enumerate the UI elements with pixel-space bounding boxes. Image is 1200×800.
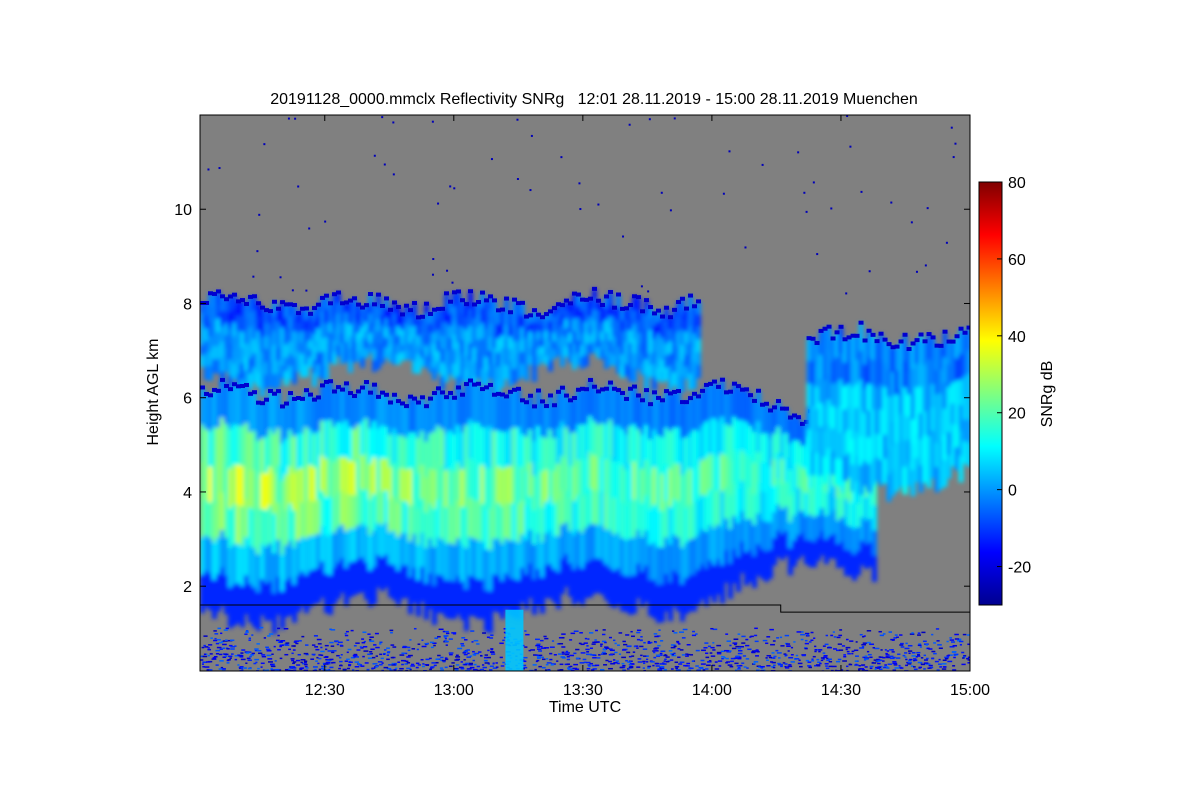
x-axis-label: Time UTC	[549, 699, 621, 716]
colorbar-tick-label: -20	[1008, 560, 1031, 577]
colorbar-tick-label: 40	[1008, 329, 1026, 346]
plot-frame	[199, 114, 971, 672]
y-tick-label: 6	[183, 391, 192, 408]
right-cloud-layer	[806, 320, 970, 502]
x-tick-label: 14:30	[821, 682, 861, 699]
colorbar-label: SNRg dB	[1039, 361, 1056, 428]
reflectivity-field	[200, 115, 970, 671]
y-tick-label: 8	[183, 296, 192, 313]
colorbar-ticks: -20 0 20 40 60 80	[997, 175, 1031, 577]
colorbar-tick-label: 80	[1008, 175, 1026, 192]
main-cloud-layer	[200, 377, 877, 635]
x-tick-label: 14:00	[692, 682, 732, 699]
y-tick-label: 10	[174, 202, 192, 219]
reference-line	[200, 604, 970, 613]
surface-clutter	[200, 609, 970, 671]
y-axis-label: Height AGL km	[145, 338, 162, 445]
y-tick-label: 4	[183, 485, 192, 502]
colorbar-tick-label: 0	[1008, 483, 1017, 500]
colorbar-tick-label: 60	[1008, 252, 1026, 269]
y-axis: 2 4 6 8 10	[174, 202, 970, 596]
x-tick-label: 13:30	[563, 682, 603, 699]
noise-speckles	[207, 115, 957, 305]
plot-area	[199, 114, 971, 672]
x-tick-label: 12:30	[305, 682, 345, 699]
colorbar: -20 0 20 40 60 80 SNRg dB	[978, 175, 1056, 606]
x-axis: 12:30 13:00 13:30 14:00 14:30 15:00	[305, 115, 990, 699]
chart-title: 20191128_0000.mmclx Reflectivity SNRg 12…	[270, 91, 918, 108]
colorbar-tick-label: 20	[1008, 406, 1026, 423]
x-tick-label: 15:00	[950, 682, 990, 699]
colorbar-gradient	[978, 181, 1003, 606]
x-tick-label: 13:00	[434, 682, 474, 699]
y-tick-label: 2	[183, 579, 192, 596]
